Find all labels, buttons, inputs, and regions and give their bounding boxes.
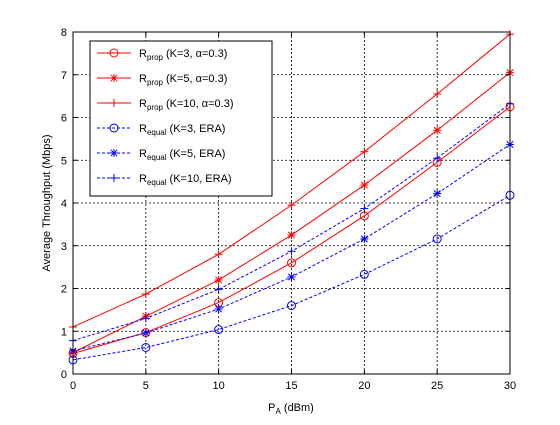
legend: Rprop (K=3, α=0.3)Rprop (K=5, α=0.3)Rprop(… — [89, 40, 273, 197]
series-5-point — [214, 305, 223, 314]
legend-label-params: (K=3, α=0.3) — [166, 48, 227, 60]
legend-marker-5-d2 — [110, 149, 118, 157]
x-axis-label-sub: A — [276, 407, 282, 416]
series-2-point — [287, 231, 296, 240]
series-3-point — [287, 201, 296, 210]
series-5-point-d2 — [287, 273, 296, 281]
legend-label-6: Requal (K=10, ERA) — [139, 173, 232, 187]
legend-label-params: (K=3, ERA) — [170, 123, 226, 135]
series-2-point — [214, 275, 223, 284]
series-6-point — [433, 154, 442, 163]
legend-marker-3 — [110, 99, 118, 107]
series-5-point-d2 — [433, 190, 441, 198]
legend-marker-1 — [109, 48, 119, 58]
series-5-point-d2 — [142, 329, 150, 337]
series-3-point — [360, 147, 369, 156]
series-1-point — [287, 258, 296, 268]
legend-label-1: Rprop (K=3, α=0.3) — [139, 48, 227, 62]
legend-label-3: Rprop (K=10, α=0.3) — [139, 98, 233, 112]
legend-marker-4 — [109, 123, 119, 133]
series-4-point — [141, 342, 151, 352]
series-4-point — [432, 234, 442, 244]
legend-label-sub: prop — [147, 53, 164, 62]
legend-label-main: R — [139, 148, 147, 160]
series-3-point — [214, 250, 223, 259]
legend-label-main: R — [139, 98, 147, 110]
legend-label-main: R — [139, 73, 147, 85]
series-6-point — [287, 247, 296, 256]
y-tick-label: 8 — [61, 27, 67, 39]
series-5-point — [360, 234, 369, 243]
series-5-point — [141, 328, 150, 337]
legend-box — [89, 40, 273, 197]
series-2-point — [433, 126, 442, 135]
series-2-point-d2 — [287, 231, 296, 239]
legend-label-main: R — [139, 123, 147, 135]
legend-marker-6 — [110, 174, 118, 182]
legend-label-params: (K=5, ERA) — [170, 148, 226, 160]
legend-marker-5 — [110, 149, 118, 157]
series-4-point — [214, 325, 224, 335]
y-tick-label: 4 — [61, 198, 67, 210]
legend-label-params: (K=10, α=0.3) — [166, 98, 234, 110]
series-4-point — [287, 301, 296, 311]
x-axis-label: PA (dBm) — [268, 402, 314, 416]
x-tick-label: 15 — [285, 380, 297, 392]
y-axis-label: Average Throughput (Mbps) — [41, 134, 53, 271]
legend-label-sub: equal — [147, 178, 167, 187]
axis-ticks — [72, 31, 511, 375]
series-3-point — [141, 290, 150, 299]
legend-label-sub: equal — [147, 128, 167, 137]
series-6-point — [214, 285, 223, 294]
series-5-point — [287, 272, 296, 281]
x-tick-label: 0 — [70, 380, 76, 392]
legend-label-2: Rprop (K=5, α=0.3) — [139, 73, 227, 87]
series-3-point — [433, 89, 442, 98]
x-tick-label: 30 — [504, 380, 516, 392]
legend-label-params: (K=5, α=0.3) — [166, 73, 227, 85]
series-5-point-d2 — [360, 235, 368, 243]
legend-label-4: Requal (K=3, ERA) — [139, 123, 225, 137]
y-tick-label: 3 — [61, 241, 67, 253]
series-6-point — [360, 204, 369, 213]
legend-label-params: (K=10, ERA) — [170, 173, 232, 185]
series-2-point — [360, 181, 369, 190]
y-tick-label: 0 — [61, 369, 67, 381]
x-tick-label: 5 — [143, 380, 149, 392]
y-tick-label: 7 — [61, 70, 67, 82]
series-5-point — [433, 189, 442, 198]
x-axis-label-main: P — [268, 402, 275, 414]
x-tick-label: 10 — [213, 380, 225, 392]
y-tick-label: 6 — [61, 113, 67, 125]
legend-label-sub: prop — [147, 103, 164, 112]
x-tick-label: 20 — [358, 380, 370, 392]
series-2-point-d2 — [360, 181, 368, 189]
y-tick-label: 5 — [61, 155, 67, 167]
tick-labels: 0 5 10 15 20 25 30 0 1 2 3 4 5 6 7 8 — [61, 27, 516, 392]
legend-label-main: R — [139, 48, 147, 60]
series-2-point-d2 — [215, 276, 223, 284]
legend-marker-2 — [110, 74, 118, 82]
series-6-point — [141, 314, 150, 323]
series-4-point — [359, 269, 369, 279]
legend-label-sub: prop — [147, 78, 164, 87]
series-2-point-d2 — [433, 126, 441, 134]
legend-label-main: R — [139, 173, 147, 185]
series-5-point-d2 — [215, 305, 223, 313]
legend-label-sub: equal — [147, 153, 167, 162]
y-tick-label: 2 — [61, 284, 67, 296]
legend-label-5: Requal (K=5, ERA) — [139, 148, 225, 162]
x-tick-label: 25 — [431, 380, 443, 392]
legend-marker-2-d2 — [110, 74, 118, 82]
series-line-4 — [72, 194, 511, 361]
x-axis-label-rest: (dBm) — [281, 402, 314, 414]
y-tick-label: 1 — [61, 326, 67, 338]
